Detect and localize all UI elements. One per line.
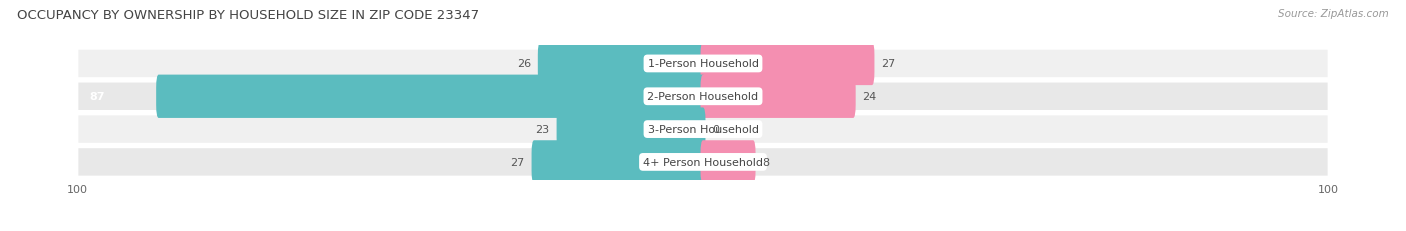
Text: Source: ZipAtlas.com: Source: ZipAtlas.com	[1278, 9, 1389, 19]
Text: OCCUPANCY BY OWNERSHIP BY HOUSEHOLD SIZE IN ZIP CODE 23347: OCCUPANCY BY OWNERSHIP BY HOUSEHOLD SIZE…	[17, 9, 479, 22]
Text: 2-Person Household: 2-Person Household	[647, 92, 759, 102]
Text: 27: 27	[510, 157, 524, 167]
FancyBboxPatch shape	[700, 75, 856, 119]
Text: 8: 8	[762, 157, 769, 167]
Text: 0: 0	[713, 125, 720, 134]
FancyBboxPatch shape	[531, 141, 706, 184]
FancyBboxPatch shape	[557, 108, 706, 151]
FancyBboxPatch shape	[77, 115, 1329, 144]
FancyBboxPatch shape	[77, 49, 1329, 79]
Text: 3-Person Household: 3-Person Household	[648, 125, 758, 134]
FancyBboxPatch shape	[700, 141, 755, 184]
FancyBboxPatch shape	[77, 82, 1329, 112]
FancyBboxPatch shape	[538, 43, 706, 86]
Text: 26: 26	[517, 59, 531, 69]
Text: 4+ Person Household: 4+ Person Household	[643, 157, 763, 167]
Text: 24: 24	[862, 92, 877, 102]
FancyBboxPatch shape	[156, 75, 706, 119]
Text: 27: 27	[882, 59, 896, 69]
Text: 87: 87	[90, 92, 105, 102]
FancyBboxPatch shape	[700, 43, 875, 86]
FancyBboxPatch shape	[77, 148, 1329, 177]
Text: 1-Person Household: 1-Person Household	[648, 59, 758, 69]
Text: 23: 23	[536, 125, 550, 134]
